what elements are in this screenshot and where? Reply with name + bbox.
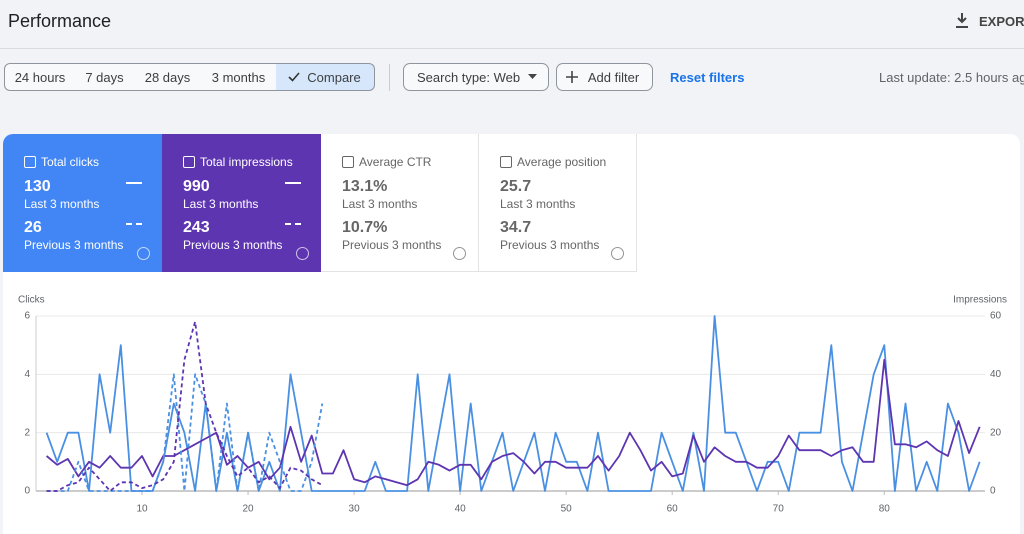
y2-tick-label: 0 (990, 486, 996, 497)
add-filter-label: Add filter (587, 70, 640, 85)
x-tick-label: 30 (349, 504, 361, 515)
card-label: Average CTR (359, 155, 432, 169)
card-period: Last 3 months (183, 197, 259, 211)
card-period: Last 3 months (24, 197, 100, 211)
card-value: 130 (24, 178, 51, 195)
search-type-dropdown[interactable]: Search type: Web (403, 63, 549, 91)
card-prev-period: Previous 3 months (24, 238, 124, 252)
y-tick-label: 4 (24, 369, 30, 380)
card-period: Last 3 months (500, 197, 576, 211)
card-prev-value: 26 (24, 219, 42, 236)
x-tick-label: 10 (136, 504, 148, 515)
current-line (46, 358, 981, 487)
reset-filters[interactable]: Reset filters (670, 70, 745, 85)
card-value: 990 (183, 178, 210, 195)
search-type-label: Search type: Web (417, 70, 521, 85)
card-label: Total impressions (200, 155, 293, 169)
y2-tick-label: 60 (990, 311, 1002, 322)
check-icon (288, 72, 300, 82)
y-axis-title: Clicks (18, 295, 45, 306)
range-button[interactable]: 24 hours (4, 63, 76, 91)
compare-button[interactable]: Compare (276, 63, 375, 91)
x-tick-label: 20 (243, 504, 255, 515)
current-line (45, 315, 981, 492)
compare-label: Compare (307, 70, 361, 85)
y2-axis-title: Impressions (953, 295, 1007, 306)
metric-card[interactable]: Average CTR 13.1% Last 3 months 10.7% Prev… (321, 134, 479, 272)
y2-tick-label: 40 (990, 369, 1002, 380)
card-prev-period: Previous 3 months (183, 238, 283, 252)
x-tick-label: 80 (879, 504, 891, 515)
download-icon[interactable] (955, 13, 969, 29)
y-tick-label: 0 (24, 486, 30, 497)
separator (389, 64, 390, 91)
x-tick-label: 40 (455, 504, 467, 515)
y2-tick-label: 20 (990, 427, 1002, 438)
metric-card[interactable]: Total clicks 130 Last 3 months 26 Previous… (3, 134, 162, 272)
card-label: Total clicks (41, 155, 100, 169)
x-tick-label: 50 (561, 504, 573, 515)
card-prev-value: 34.7 (500, 219, 532, 236)
divider (0, 48, 1024, 49)
card-prev-value: 243 (183, 219, 210, 236)
card-value: 25.7 (500, 178, 532, 195)
range-button[interactable]: 3 months (201, 63, 277, 91)
y-tick-label: 2 (24, 427, 30, 438)
plus-icon (566, 71, 578, 83)
card-prev-value: 10.7% (342, 219, 388, 236)
card-label: Average position (517, 155, 607, 169)
metric-card[interactable]: Average position 25.7 Last 3 months 34.7 P… (479, 134, 637, 272)
card-period: Last 3 months (342, 197, 418, 211)
card-prev-period: Previous 3 months (342, 238, 442, 252)
export-button[interactable]: EXPORT (979, 14, 1024, 29)
range-button[interactable]: 28 days (134, 63, 202, 91)
previous-line (46, 373, 324, 492)
last-update: Last update: 2.5 hours ago (879, 70, 1024, 85)
metric-card[interactable]: Total impressions 990 Last 3 months 243 Pr… (162, 134, 321, 272)
dropdown-arrow (528, 74, 537, 79)
x-tick-label: 60 (667, 504, 679, 515)
x-tick-label: 70 (773, 504, 785, 515)
page-title: Performance (8, 11, 112, 31)
range-button[interactable]: 7 days (75, 63, 135, 91)
y-tick-label: 6 (24, 311, 30, 322)
previous-line (46, 320, 323, 492)
card-prev-period: Previous 3 months (500, 238, 600, 252)
card-value: 13.1% (342, 178, 388, 195)
